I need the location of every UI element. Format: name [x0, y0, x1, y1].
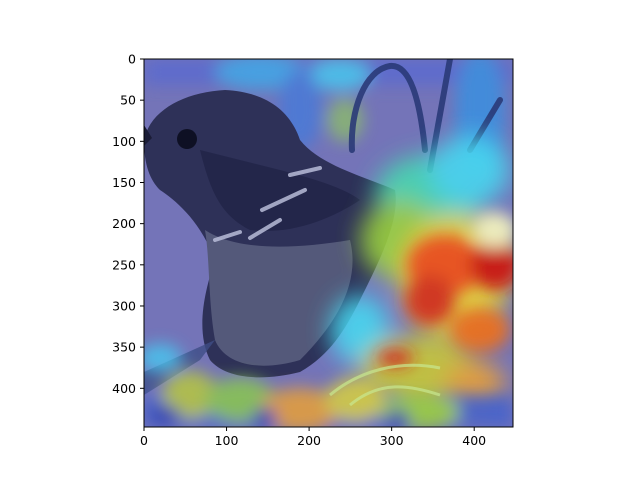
x-tick-label: 200 — [297, 433, 321, 448]
x-axis: 0 100 200 300 400 — [140, 427, 486, 448]
y-tick-label: 100 — [112, 134, 136, 149]
y-axis: 0 50 100 150 200 250 300 350 400 — [112, 52, 144, 396]
x-tick-label: 400 — [462, 433, 486, 448]
plot-frame — [143, 58, 514, 428]
y-tick-label: 150 — [112, 175, 136, 190]
y-tick-label: 250 — [112, 257, 136, 272]
x-tick-label: 300 — [380, 433, 404, 448]
x-tick-label: 0 — [140, 433, 148, 448]
y-tick-label: 400 — [112, 381, 136, 396]
y-tick-label: 300 — [112, 298, 136, 313]
x-tick-label: 100 — [215, 433, 239, 448]
y-tick-label: 50 — [120, 93, 136, 108]
y-tick-label: 0 — [128, 52, 136, 67]
y-tick-label: 200 — [112, 216, 136, 231]
bird — [144, 90, 396, 378]
heatmap-image — [144, 59, 513, 427]
y-tick-label: 350 — [112, 340, 136, 355]
